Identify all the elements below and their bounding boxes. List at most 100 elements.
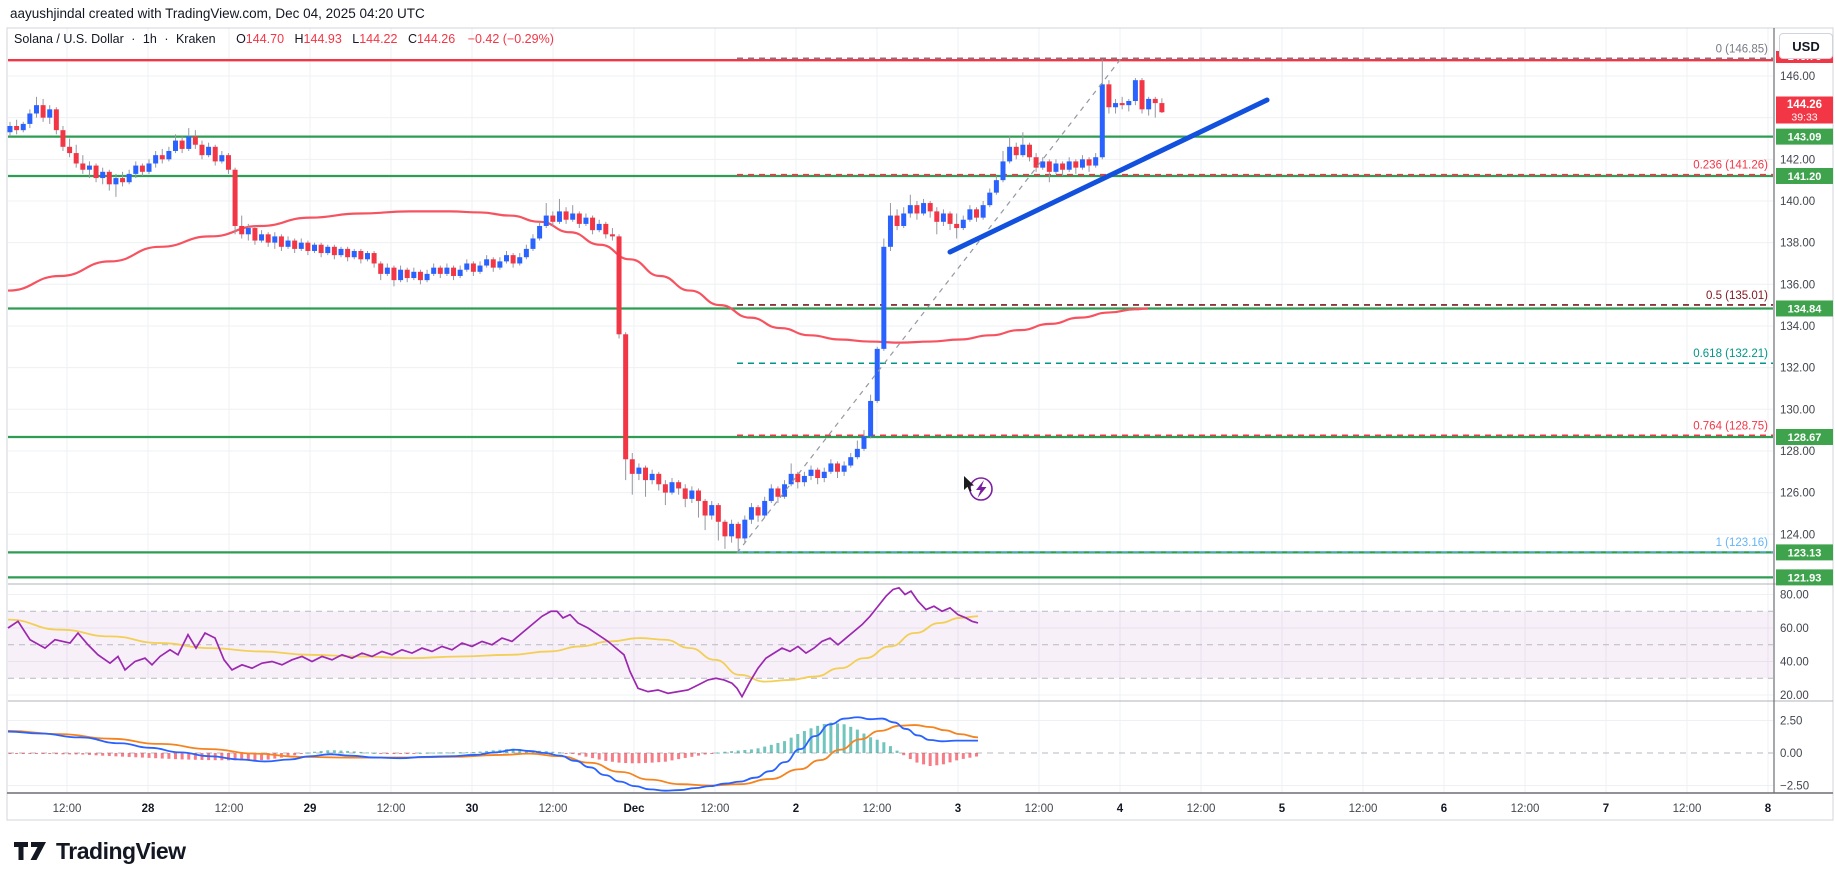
time-axis[interactable]: 12:00 28 12:00 29 12:00 30 12:00 Dec 12:00 2 12:00… (53, 803, 1772, 815)
macd-histogram-bar (313, 751, 317, 753)
candle-body (1020, 144, 1026, 156)
time-tick-label: 4 (1117, 803, 1124, 815)
candle-body (1079, 159, 1085, 168)
macd-histogram-bar (888, 746, 892, 753)
macd-tick-label: −2.50 (1780, 781, 1809, 793)
macd-histogram-bar (829, 722, 833, 753)
candle-body (391, 267, 397, 281)
candle-body (1119, 103, 1125, 106)
candle-body (417, 271, 423, 281)
chart-frame (6, 27, 1834, 821)
analyst-drawings[interactable]: 0 (146.85) 0.236 (141.26) 0.5 (135.01) 0.61… (8, 43, 1773, 579)
macd-histogram-bar (783, 741, 787, 753)
macd-histogram-bar (836, 723, 839, 753)
candle-body (318, 244, 324, 254)
time-tick-label: 12:00 (53, 803, 82, 815)
macd-histogram-bar (167, 753, 171, 759)
macd-histogram-bar (591, 753, 595, 759)
candle-body (285, 240, 291, 247)
change-value: −0.42 (−0.29%) (467, 32, 554, 46)
price-labels: 143.09 141.20 134.84 128.67 123.13 121.93 144.… (1776, 51, 1833, 586)
countdown-text: 39:33 (1791, 112, 1817, 124)
rsi-tick-label: 80.00 (1780, 590, 1809, 602)
tradingview-logo[interactable]: TradingView (12, 836, 186, 866)
macd-histogram-bar (372, 752, 376, 754)
candle-body (192, 136, 198, 145)
time-tick-label: 12:00 (701, 803, 730, 815)
candle-body (451, 267, 457, 276)
macd-histogram-bar (253, 753, 257, 761)
macd-histogram-bar (941, 753, 945, 765)
macd-histogram-bar (644, 753, 648, 763)
candle-body (782, 484, 788, 497)
fib-level-label: 0 (146.85) (1716, 43, 1769, 55)
macd-histogram-bar (564, 753, 568, 754)
candle-body (1060, 163, 1066, 170)
candle-body (1013, 146, 1019, 156)
candle-body (67, 146, 73, 154)
macd-histogram-bar (968, 753, 972, 758)
macd-histogram-bar (21, 753, 25, 754)
currency-unit-button[interactable]: USD (1779, 33, 1833, 59)
axis-label-bg (1776, 300, 1833, 317)
candle-body (278, 236, 284, 247)
candle-body (735, 523, 741, 539)
macd-histogram-bar (935, 753, 939, 766)
candle-body (364, 253, 370, 260)
macd-histogram-bar (299, 753, 303, 754)
candle-body (775, 488, 781, 497)
rsi-band (8, 610, 1773, 754)
axis-label-text: 121.93 (1788, 572, 1822, 584)
time-tick-label: 8 (1765, 803, 1772, 815)
macd-histogram-bar (101, 753, 105, 756)
candle-body (40, 105, 46, 118)
rsi-ma-yellow-path (7, 615, 979, 683)
candle-body (53, 109, 59, 131)
candle-body (292, 240, 298, 249)
candle-body (225, 155, 231, 170)
macd-histogram-bar (54, 753, 58, 755)
time-tick-label: 7 (1603, 803, 1609, 815)
candle-body (808, 469, 814, 476)
candle-body (252, 228, 258, 241)
price-tick-label: 128.00 (1780, 446, 1815, 458)
time-tick-label: 5 (1279, 803, 1286, 815)
candle-body (219, 155, 225, 162)
candle-body (139, 165, 145, 172)
open-value: 144.70 (245, 32, 285, 46)
macd-histogram-bar (955, 753, 959, 761)
low-value: 144.22 (359, 32, 398, 46)
time-tick-label: 30 (466, 803, 479, 815)
blue-trendline[interactable] (947, 97, 1270, 255)
interval-label[interactable]: 1h (142, 32, 157, 46)
candle-body (120, 178, 126, 183)
macd-histogram-bar (405, 753, 409, 754)
trendlines[interactable] (736, 55, 1270, 554)
fib-trendline-dashed[interactable] (736, 55, 1124, 554)
candle-body (100, 171, 106, 179)
symbol-title[interactable]: Solana / U.S. Dollar (14, 32, 124, 46)
candle-body (590, 217, 596, 231)
candle-body (868, 400, 874, 437)
candle-body (305, 242, 311, 251)
candle-body (345, 248, 351, 258)
macd-histogram-bar (855, 729, 859, 753)
time-tick-label: 28 (142, 803, 155, 815)
candle-body (206, 146, 212, 156)
candle-body (331, 246, 337, 256)
macd-histogram-bar (41, 753, 45, 754)
candle-body (232, 169, 238, 226)
candle-body (199, 144, 205, 156)
candle-body (510, 255, 516, 264)
candle-body (795, 473, 801, 483)
candle-body (861, 436, 867, 449)
macd-histogram-bar (485, 750, 489, 753)
macd-histogram-bar (802, 731, 806, 753)
macd-histogram-bar (577, 753, 581, 756)
macd-histogram-bar (928, 753, 932, 766)
macd-histogram-bar (624, 753, 628, 763)
candle-body (854, 448, 860, 458)
chart-cursor-tools[interactable] (964, 476, 993, 501)
macd-histogram-bar (48, 753, 52, 754)
